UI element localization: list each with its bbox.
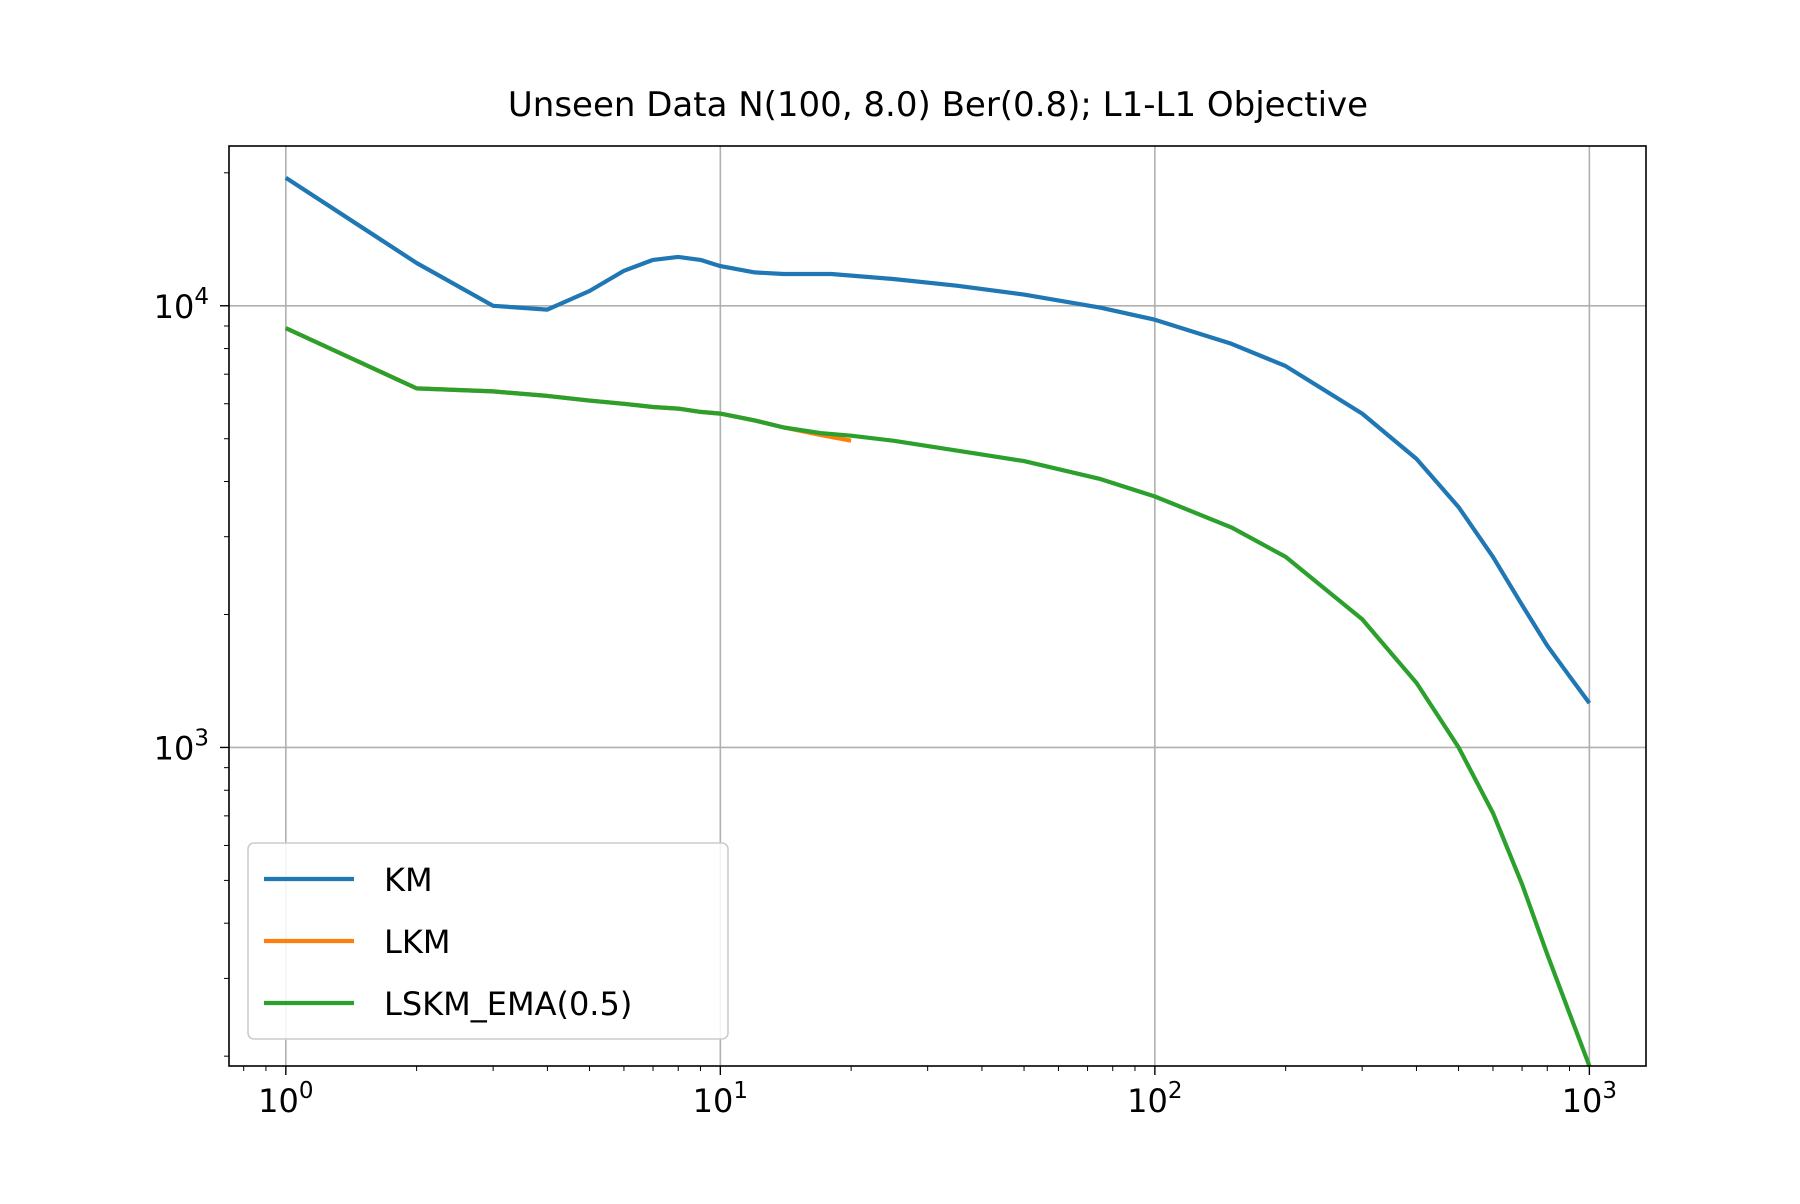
series-lines [284,175,1592,1067]
x-tick-label: 100 [258,1078,313,1120]
x-tick-exponent: 0 [299,1078,314,1104]
y-tick-exponent: 4 [194,284,209,310]
y-tick-exponent: 3 [194,725,209,751]
legend-label-lskm-ema-0-5: LSKM_EMA(0.5) [384,985,632,1023]
x-tick-label: 103 [1562,1078,1617,1120]
y-tick-label: 103 [154,725,209,767]
chart-title: Unseen Data N(100, 8.0) Ber(0.8); L1-L1 … [508,85,1368,125]
legend: KM LKM LSKM_EMA(0.5) [247,842,729,1040]
legend-box [247,842,729,1040]
plot-frame [228,145,1647,1067]
series-line-lskm-ema-0-5 [284,326,1592,1067]
grid-lines [229,146,1646,1066]
legend-label-lkm: LKM [384,923,450,961]
x-tick-exponent: 2 [1168,1078,1183,1104]
series-line-km [284,175,1592,705]
legend-label-km: KM [384,861,433,899]
x-tick-exponent: 1 [733,1078,748,1104]
x-tick-exponent: 3 [1602,1078,1617,1104]
